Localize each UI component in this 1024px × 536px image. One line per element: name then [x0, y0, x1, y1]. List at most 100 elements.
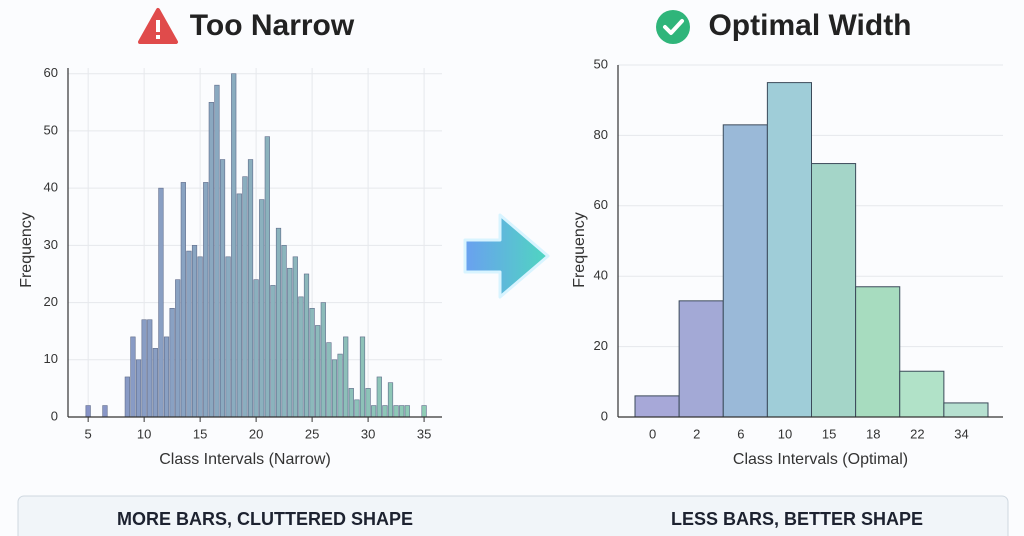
x-tick-label: 35 [417, 426, 431, 441]
histogram-bar [247, 159, 254, 418]
histogram-bar [175, 279, 181, 418]
histogram-bar [331, 359, 338, 418]
histogram-bar [147, 319, 153, 418]
x-tick-label: 10 [778, 426, 792, 441]
histogram-bar [225, 256, 231, 418]
caption-banner [17, 495, 1009, 536]
x-tick-label: 10 [137, 426, 151, 441]
chart-title: Too Narrow [190, 9, 355, 42]
y-axis-label: Frequency [18, 212, 35, 288]
histogram-bar [191, 245, 198, 418]
caption: MORE BARS, CLUTTERED SHAPE [117, 509, 413, 529]
histogram-bar [281, 245, 287, 418]
y-tick-label: 50 [44, 122, 58, 137]
x-axis-label: Class Intervals (Narrow) [159, 451, 331, 468]
histogram-bar [197, 256, 203, 418]
histogram-bar [292, 256, 298, 418]
histogram-bar [371, 405, 377, 418]
x-tick-label: 18 [866, 426, 880, 441]
histogram-bar [376, 376, 382, 418]
y-tick-label: 60 [44, 65, 58, 80]
histogram-bar [186, 250, 192, 418]
histogram-bar [399, 405, 405, 418]
y-tick-label: 50 [594, 56, 608, 71]
x-tick-label: 5 [85, 426, 92, 441]
warning-icon [138, 8, 178, 44]
y-tick-label: 10 [44, 351, 58, 366]
y-tick-label: 20 [44, 294, 58, 309]
histogram-bar [343, 336, 349, 418]
y-tick-label: 0 [601, 408, 608, 423]
histogram-bar [208, 102, 214, 418]
y-tick-label: 0 [51, 408, 58, 423]
histogram-bar [326, 342, 332, 418]
histogram-bar [219, 159, 226, 418]
bar [678, 300, 724, 418]
histogram-bar [337, 353, 343, 418]
histogram-bar [354, 399, 360, 418]
check-icon [656, 10, 690, 44]
histogram-bar [259, 199, 265, 418]
histogram-bar [242, 176, 248, 418]
x-tick-label: 2 [693, 426, 700, 441]
histogram-bar [214, 84, 220, 418]
histogram-bar [231, 73, 237, 418]
chart-title: Optimal Width [708, 9, 911, 42]
histogram-bar [163, 336, 170, 418]
y-tick-label: 80 [594, 127, 608, 142]
x-tick-label: 15 [193, 426, 207, 441]
bar [766, 82, 812, 418]
y-tick-label: 40 [594, 268, 608, 283]
bar [722, 124, 768, 418]
caption: LESS BARS, BETTER SHAPE [671, 509, 923, 529]
histogram-bar [309, 307, 315, 418]
x-tick-label: 6 [737, 426, 744, 441]
histogram-bar [236, 193, 242, 418]
x-tick-label: 0 [649, 426, 656, 441]
arrow [463, 213, 550, 299]
y-tick-label: 30 [44, 237, 58, 252]
histogram-bar [393, 405, 399, 418]
histogram-bar [320, 302, 326, 418]
histogram-bar [169, 307, 175, 418]
bar [811, 163, 857, 418]
x-tick-label: 34 [954, 426, 968, 441]
y-axis-label: Frequency [571, 212, 588, 288]
bar [855, 286, 901, 418]
histogram-bar [135, 359, 142, 418]
histogram-bar [348, 388, 354, 418]
histogram-bar [152, 348, 158, 418]
bar [634, 395, 680, 418]
histogram-bar [404, 405, 410, 418]
x-tick-label: 30 [361, 426, 375, 441]
histogram-bar [85, 405, 91, 418]
histogram-bar [303, 273, 310, 418]
x-tick-label: 15 [822, 426, 836, 441]
bar [943, 402, 989, 418]
histogram-bar [365, 388, 371, 418]
histogram-bar [421, 405, 427, 418]
histogram-bar [298, 296, 304, 418]
histogram-bar [141, 319, 147, 418]
x-axis-label: Class Intervals (Optimal) [733, 451, 908, 468]
histogram-bar [382, 405, 388, 418]
histogram-bar [359, 336, 366, 418]
x-tick-label: 25 [305, 426, 319, 441]
histogram-bar [270, 285, 276, 418]
histogram-bar [387, 382, 394, 418]
histogram-bar [124, 376, 130, 418]
histogram-bar [180, 182, 186, 418]
x-tick-label: 20 [249, 426, 263, 441]
histogram-bar [130, 336, 136, 418]
bar [899, 370, 945, 418]
y-tick-label: 40 [44, 180, 58, 195]
histogram-bar [275, 227, 282, 418]
histogram-bar [253, 279, 259, 418]
histogram-bar [158, 187, 164, 418]
histogram-bar [287, 267, 293, 418]
histogram-bar [264, 136, 270, 418]
y-tick-label: 20 [594, 338, 608, 353]
y-tick-label: 60 [594, 197, 608, 212]
